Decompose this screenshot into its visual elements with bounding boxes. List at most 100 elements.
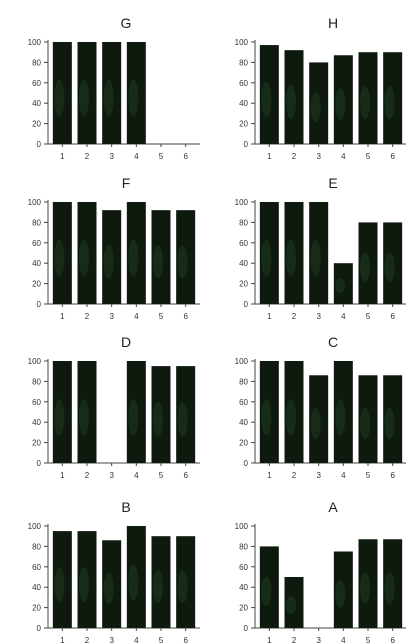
y-tick-label: 100 xyxy=(235,522,249,531)
y-tick-label: 0 xyxy=(244,300,249,309)
x-tick-label: 4 xyxy=(341,312,346,321)
x-tick-label: 6 xyxy=(390,312,395,321)
bar-texture xyxy=(79,398,89,436)
panel-title: F xyxy=(122,175,131,191)
x-tick-label: 2 xyxy=(292,152,297,161)
bar-texture xyxy=(310,407,321,440)
x-tick-label: 2 xyxy=(292,312,297,321)
x-tick-label: 6 xyxy=(390,471,395,480)
x-tick-label: 5 xyxy=(366,312,371,321)
x-tick-label: 3 xyxy=(316,152,321,161)
panel-title: H xyxy=(328,15,338,31)
x-tick-label: 5 xyxy=(366,471,371,480)
y-tick-label: 40 xyxy=(32,99,41,108)
y-tick-label: 0 xyxy=(37,624,42,633)
y-tick-label: 0 xyxy=(244,140,249,149)
y-tick-label: 100 xyxy=(28,38,42,47)
y-tick-label: 100 xyxy=(235,198,249,207)
panel-a: A 0 20 40 60 80 100 1 2 3 4 5 6 xyxy=(235,499,406,644)
x-tick-label: 4 xyxy=(134,152,139,161)
y-tick-label: 60 xyxy=(239,563,248,572)
x-tick-label: 6 xyxy=(183,152,188,161)
x-tick-label: 1 xyxy=(267,152,272,161)
bar-texture xyxy=(103,79,114,117)
y-tick-label: 100 xyxy=(235,357,249,366)
x-tick-label: 2 xyxy=(292,471,297,480)
x-tick-label: 4 xyxy=(134,312,139,321)
bar-texture xyxy=(153,244,163,279)
y-tick-label: 100 xyxy=(28,357,42,366)
y-tick-label: 0 xyxy=(37,140,42,149)
y-tick-label: 0 xyxy=(37,300,42,309)
y-tick-label: 60 xyxy=(32,563,41,572)
bar-texture xyxy=(261,398,272,436)
y-tick-label: 80 xyxy=(32,218,41,227)
y-tick-label: 80 xyxy=(32,542,41,551)
bar-texture xyxy=(128,563,139,601)
x-tick-label: 6 xyxy=(183,471,188,480)
y-tick-label: 20 xyxy=(32,280,41,289)
bar-texture xyxy=(128,239,139,277)
y-tick-label: 20 xyxy=(239,439,248,448)
panel-title: E xyxy=(328,175,337,191)
x-tick-label: 5 xyxy=(159,636,164,644)
y-tick-label: 40 xyxy=(239,583,248,592)
panel-title: D xyxy=(121,334,131,350)
x-tick-label: 1 xyxy=(267,636,272,644)
bar-texture xyxy=(79,566,89,602)
y-tick-label: 80 xyxy=(239,58,248,67)
bar-texture xyxy=(177,244,188,279)
bar-texture xyxy=(128,79,139,117)
bar-texture xyxy=(103,244,114,279)
y-tick-label: 20 xyxy=(32,439,41,448)
x-tick-label: 6 xyxy=(183,312,188,321)
panel-e: E 0 20 40 60 80 100 1 2 3 4 5 6 xyxy=(235,175,406,321)
x-tick-label: 2 xyxy=(292,636,297,644)
bar-texture xyxy=(79,79,89,117)
y-tick-label: 40 xyxy=(32,259,41,268)
x-tick-label: 4 xyxy=(134,636,139,644)
bar-texture xyxy=(360,252,370,282)
y-tick-label: 60 xyxy=(32,239,41,248)
bar-texture xyxy=(54,398,65,436)
x-tick-label: 5 xyxy=(366,636,371,644)
bar-texture xyxy=(128,398,139,436)
y-tick-label: 0 xyxy=(37,459,42,468)
x-tick-label: 4 xyxy=(341,152,346,161)
bar-texture xyxy=(261,81,272,118)
bar-texture xyxy=(54,566,65,602)
bar-texture xyxy=(335,579,346,608)
y-tick-label: 20 xyxy=(32,604,41,613)
x-tick-label: 1 xyxy=(60,152,65,161)
bar-texture xyxy=(286,398,296,436)
bar-texture xyxy=(261,576,272,606)
x-tick-label: 4 xyxy=(134,471,139,480)
bar-texture xyxy=(177,570,188,604)
bar-texture xyxy=(335,398,346,436)
y-tick-label: 80 xyxy=(239,377,248,386)
y-tick-label: 80 xyxy=(239,218,248,227)
y-tick-label: 0 xyxy=(244,624,249,633)
panel-d: D 0 20 40 60 80 100 1 2 3 4 5 6 xyxy=(28,334,200,480)
bar-texture xyxy=(286,595,296,615)
bar-texture xyxy=(153,401,163,437)
y-tick-label: 40 xyxy=(32,583,41,592)
bar-texture xyxy=(54,79,65,117)
y-tick-label: 100 xyxy=(28,522,42,531)
bar-texture xyxy=(286,84,296,119)
panel-title: B xyxy=(121,499,130,515)
y-tick-label: 20 xyxy=(239,604,248,613)
x-tick-label: 1 xyxy=(60,471,65,480)
x-tick-label: 6 xyxy=(390,152,395,161)
y-tick-label: 80 xyxy=(239,542,248,551)
x-tick-label: 1 xyxy=(60,636,65,644)
bar-texture xyxy=(335,278,346,293)
bar-texture xyxy=(310,92,321,122)
bar-texture xyxy=(384,86,395,120)
y-tick-label: 40 xyxy=(239,99,248,108)
bar-texture xyxy=(103,572,114,605)
panel-g: G 0 20 40 60 80 100 1 2 3 4 5 6 xyxy=(28,15,200,161)
x-tick-label: 4 xyxy=(341,636,346,644)
y-tick-label: 60 xyxy=(239,239,248,248)
